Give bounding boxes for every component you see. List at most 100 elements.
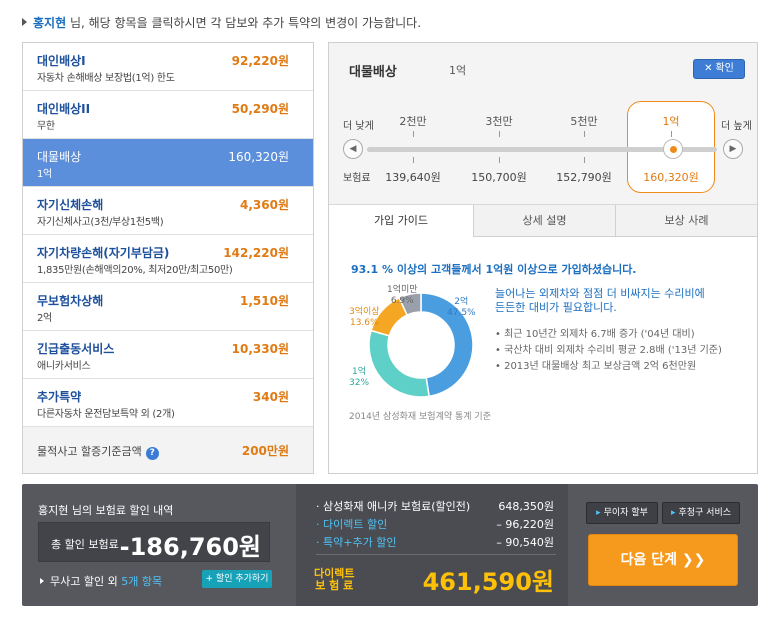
- guide-bullet: • 국산차 대비 외제차 수리비 평균 2.8배 ('13년 기준): [495, 345, 722, 356]
- slice-value: 13.6%: [349, 318, 379, 328]
- coverage-price: 10,330원: [231, 342, 289, 356]
- slice-label-2eok: 2억 47.5%: [447, 297, 476, 319]
- decrease-button[interactable]: ◀: [343, 139, 363, 159]
- coverage-item-emergency[interactable]: 긴급출동서비스 애니카서비스 10,330원: [23, 331, 313, 379]
- total-discount-box: 총 할인 보험료 -186,760원: [38, 522, 270, 562]
- coverage-item-bodily-injury-1[interactable]: 대인배상I 자동차 손해배상 보장법(1억) 한도 92,220원: [23, 43, 313, 91]
- slice-category: 3억이상: [349, 307, 380, 317]
- accident-threshold-value: 200만원: [241, 444, 289, 458]
- option-coverage[interactable]: 5천만: [570, 115, 598, 128]
- accident-threshold-label: 물적사고 할증기준금액: [37, 445, 142, 458]
- option-coverage[interactable]: 2천만: [399, 115, 427, 128]
- option-coverage[interactable]: 3천만: [485, 115, 513, 128]
- coverage-subtitle: 자기신체사고(3천/부상1천5백): [37, 217, 164, 228]
- slider-tick: [413, 157, 414, 163]
- next-step-button[interactable]: 다음 단계 ❯❯: [588, 534, 738, 586]
- coverage-item-property-damage[interactable]: 대물배상 1억 160,320원: [23, 139, 313, 187]
- breakdown-value: – 96,220원: [496, 518, 554, 531]
- guide-description-line: 든든한 대비가 필요합니다.: [495, 301, 617, 314]
- tab-cases[interactable]: 보상 사례: [615, 205, 757, 237]
- coverage-item-bodily-injury-2[interactable]: 대인배상II 무한 50,290원: [23, 91, 313, 139]
- installment-button-label: 무이자 할부: [603, 508, 648, 518]
- coverage-subtitle: 2억: [37, 313, 52, 324]
- detail-tabs: 가입 가이드 상세 설명 보상 사례: [329, 205, 757, 237]
- tab-guide[interactable]: 가입 가이드: [329, 205, 473, 237]
- coverage-price: 160,320원: [228, 150, 289, 164]
- slice-under-1eok: [398, 292, 422, 317]
- post-claim-service-button[interactable]: ▸ 후청구 서비스: [662, 502, 740, 524]
- coverage-subtitle: 1억: [37, 169, 52, 180]
- slider-tick: [584, 157, 585, 163]
- coverage-price: 340원: [252, 390, 289, 404]
- coverage-selector: 대물배상 1억 ✕ 확인 더 낮게 더 높게 보험료 ◀ ▶ 2천만 3천만 5천…: [329, 43, 757, 205]
- discount-items-prefix: 무사고 할인 외: [50, 575, 122, 588]
- help-icon[interactable]: ?: [145, 447, 159, 460]
- option-premium: 150,700원: [471, 171, 527, 184]
- coverage-item-own-vehicle[interactable]: 자기차량손해(자기부담금) 1,835만원(손해액의20%, 최저20만/최고5…: [23, 235, 313, 283]
- breakdown-value: – 90,540원: [496, 536, 554, 549]
- detail-amount: 1억: [449, 64, 467, 77]
- premium-summary-bar: 홍지현 님의 보험료 할인 내역 총 할인 보험료 -186,760원 무사고 …: [22, 484, 758, 606]
- post-claim-service-label: 후청구 서비스: [678, 508, 732, 518]
- coverage-slider-track[interactable]: [367, 147, 717, 152]
- divider: [316, 554, 556, 555]
- direct-premium-label: 다이렉트 보 험 료: [314, 568, 354, 592]
- tab-details[interactable]: 상세 설명: [473, 205, 615, 237]
- coverage-item-self-injury[interactable]: 자기신체손해 자기신체사고(3천/부상1천5백) 4,360원: [23, 187, 313, 235]
- slice-label-under-1eok: 1억미만 6.9%: [387, 285, 418, 307]
- page-instruction: 홍지현 님, 해당 항목을 클릭하시면 각 담보와 추가 특약의 변경이 가능합…: [22, 14, 421, 31]
- option-coverage-selected[interactable]: 1억: [662, 115, 680, 128]
- slice-2eok: [420, 292, 474, 398]
- user-name: 홍지현: [33, 16, 67, 30]
- direct-premium-value: 461,590원: [422, 568, 554, 596]
- coverage-title: 자기차량손해(자기부담금): [37, 246, 170, 260]
- coverage-subtitle: 다른자동차 운전담보특약 외 (2개): [37, 409, 175, 420]
- higher-label: 더 높게: [721, 121, 752, 132]
- confirm-button[interactable]: ✕ 확인: [693, 59, 745, 79]
- coverage-title: 대물배상: [37, 150, 82, 164]
- breakdown-label-text: 삼성화재 애니카 보험료(할인전): [323, 500, 471, 513]
- total-discount-label: 총 할인 보험료: [51, 538, 119, 551]
- guide-description: 늘어나는 외제차와 점점 더 비싸지는 수리비에 든든한 대비가 필요합니다.: [495, 287, 705, 315]
- coverage-title: 대인배상II: [37, 102, 91, 116]
- discount-summary-title: 홍지현 님의 보험료 할인 내역: [38, 504, 174, 517]
- coverage-price: 1,510원: [240, 294, 289, 308]
- arrow-icon: ▸: [596, 508, 601, 518]
- direct-premium-label-line: 다이렉트: [314, 567, 355, 580]
- slice-1eok: [368, 329, 430, 398]
- slice-label-3eok-plus: 3억이상 13.6%: [349, 307, 380, 329]
- chart-source: 2014년 삼성화재 보험계약 통계 기준: [349, 412, 491, 422]
- guide-bullet-text: 최근 10년간 외제차 6.7배 증가 ('04년 대비): [504, 329, 695, 340]
- arrow-icon: [40, 578, 44, 584]
- slider-tick: [499, 157, 500, 163]
- coverage-title: 긴급출동서비스: [37, 342, 115, 356]
- guide-bullet-text: 국산차 대비 외제차 수리비 평균 2.8배 ('13년 기준): [504, 345, 722, 356]
- accident-threshold-row[interactable]: 물적사고 할증기준금액? 200만원: [23, 427, 313, 473]
- coverage-detail-panel: 대물배상 1억 ✕ 확인 더 낮게 더 높게 보험료 ◀ ▶ 2천만 3천만 5천…: [328, 42, 758, 474]
- arrow-icon: ▸: [670, 508, 676, 518]
- installment-button[interactable]: ▸ 무이자 할부: [586, 502, 658, 524]
- slice-category: 1억: [352, 367, 367, 377]
- breakdown-label: · 다이렉트 할인: [316, 518, 388, 531]
- guide-bullet: • 2013년 대물배상 최고 보상금액 2억 6천만원: [495, 361, 697, 372]
- slice-category: 2억: [454, 297, 469, 307]
- add-discount-button[interactable]: + 할인 추가하기: [202, 570, 272, 588]
- breakdown-label-text: 특약+추가 할인: [323, 536, 397, 549]
- slice-value: 47.5%: [447, 308, 476, 318]
- instruction-text: 님, 해당 항목을 클릭하시면 각 담보와 추가 특약의 변경이 가능합니다.: [66, 16, 422, 30]
- coverage-item-uninsured[interactable]: 무보험차상해 2억 1,510원: [23, 283, 313, 331]
- close-icon: ✕: [704, 63, 713, 74]
- breakdown-label: · 삼성화재 애니카 보험료(할인전): [316, 500, 471, 513]
- coverage-item-rider[interactable]: 추가특약 다른자동차 운전담보특약 외 (2개) 340원: [23, 379, 313, 427]
- increase-button[interactable]: ▶: [723, 139, 743, 159]
- coverage-price: 142,220원: [223, 246, 289, 260]
- breakdown-label-text: 다이렉트 할인: [323, 518, 388, 531]
- coverage-distribution-chart: [368, 292, 474, 398]
- coverage-list: 대인배상I 자동차 손해배상 보장법(1억) 한도 92,220원 대인배상II…: [22, 42, 314, 474]
- coverage-slider-fill: [367, 147, 675, 152]
- option-premium: 139,640원: [385, 171, 441, 184]
- coverage-subtitle: 1,835만원(손해액의20%, 최저20만/최고50만): [37, 265, 233, 276]
- coverage-slider-handle[interactable]: [663, 139, 683, 159]
- coverage-price: 50,290원: [231, 102, 289, 116]
- slider-tick: [671, 131, 672, 137]
